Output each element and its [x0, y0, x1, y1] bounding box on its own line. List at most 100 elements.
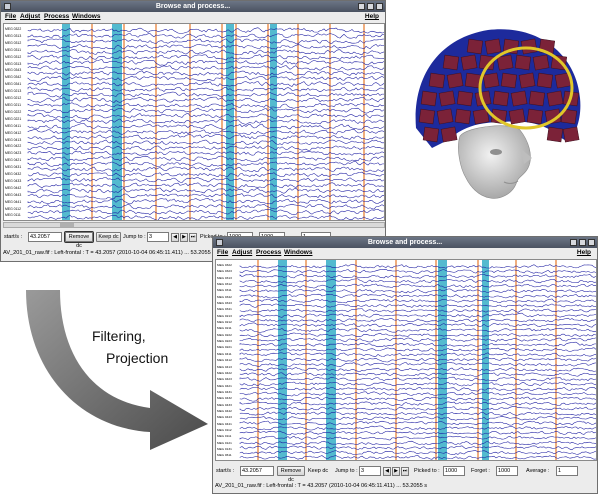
channel-label: MEG 0422	[217, 370, 232, 375]
menu-adjust[interactable]: Adjust	[232, 249, 253, 256]
jump-end-button[interactable]: ⏭	[189, 233, 197, 242]
minimize-button[interactable]	[358, 3, 365, 10]
channel-trace	[27, 139, 384, 146]
sensor-tile	[456, 90, 474, 107]
channel-trace	[27, 182, 384, 189]
close-button[interactable]	[588, 239, 595, 246]
sensor-tile	[492, 90, 510, 107]
sensor-tile	[562, 126, 580, 143]
meg-trace-plot[interactable]: MEG 0322 MEG 0313 MEG 0312 MEG 0311 MEG 0312…	[3, 23, 385, 221]
minimize-button[interactable]	[570, 239, 577, 246]
window-buttons	[570, 239, 595, 246]
start-field[interactable]: 43.2057	[240, 466, 274, 476]
menu-help[interactable]: Help	[576, 249, 591, 256]
channel-label: MEG 0431	[217, 389, 232, 394]
menu-file[interactable]: File	[5, 13, 17, 20]
remove-dc-button[interactable]: Remove dc	[277, 466, 305, 483]
sensor-tile	[442, 54, 460, 71]
close-button[interactable]	[376, 3, 383, 10]
channel-trace	[239, 347, 596, 352]
channel-label: MEG 0111	[217, 434, 232, 439]
trace-canvas[interactable]	[216, 260, 597, 461]
menu-process[interactable]: Process	[44, 13, 70, 20]
channel-trace	[239, 450, 596, 455]
channel-trace	[239, 435, 596, 441]
channel-trace	[27, 91, 384, 98]
channel-trace	[27, 176, 384, 183]
average-field[interactable]: 1	[556, 466, 578, 476]
channel-trace	[239, 405, 596, 412]
meg-trace-plot[interactable]: MEG 0322 MEG 0323 MEG 0313 MEG 0312 MEG 0311…	[215, 259, 597, 461]
channel-trace	[239, 367, 596, 372]
channel-label: MEG 0312	[5, 54, 22, 59]
channel-trace	[239, 332, 596, 337]
selection-band	[438, 260, 447, 460]
picked-field[interactable]: 1000	[443, 466, 465, 476]
keep-dc-label[interactable]: Keep dc	[308, 468, 329, 474]
channel-label: MEG 0342	[217, 294, 232, 299]
step-back-button[interactable]: ◀	[171, 233, 179, 242]
channel-trace	[239, 303, 596, 308]
window-title: Browse and process...	[367, 239, 443, 246]
channel-trace	[239, 372, 596, 377]
channel-label: MEG 0343	[217, 301, 232, 306]
channel-label: MEG 0131	[217, 446, 232, 451]
menu-process[interactable]: Process	[256, 249, 282, 256]
menu-windows[interactable]: Windows	[72, 13, 101, 20]
channel-trace	[239, 327, 596, 333]
channel-label: MEG 0412	[5, 130, 22, 135]
forget-field[interactable]: 1000	[496, 466, 518, 476]
sensor-tile	[418, 108, 436, 125]
window-title: Browse and process...	[155, 3, 231, 10]
channel-label: MEG 0311	[5, 47, 21, 52]
horizontal-scrollbar[interactable]	[3, 222, 385, 228]
sensor-tile	[472, 108, 490, 125]
maximize-button[interactable]	[367, 3, 374, 10]
channel-label: MEG 0211	[217, 326, 232, 331]
channel-label: MEG 0322	[217, 263, 232, 267]
channel-label: MEG 0312	[217, 282, 232, 287]
jump-field[interactable]: 3	[147, 232, 169, 242]
menu-adjust[interactable]: Adjust	[20, 13, 41, 20]
channel-trace	[239, 268, 596, 274]
menu-help[interactable]: Help	[364, 13, 379, 20]
step-forward-button[interactable]: ▶	[180, 233, 188, 242]
maximize-button[interactable]	[579, 239, 586, 246]
process-arrow	[26, 290, 208, 450]
channel-trace	[27, 166, 384, 173]
channel-trace	[28, 107, 384, 114]
channel-trace	[239, 430, 596, 436]
channel-label: MEG 0423	[217, 377, 232, 382]
title-bar: Browse and process...	[1, 1, 385, 12]
channel-label: MEG 0313	[5, 61, 22, 66]
channel-trace	[27, 193, 384, 200]
channel-label: MEG 0313	[217, 275, 232, 280]
menu-file[interactable]: File	[217, 249, 229, 256]
menu-windows[interactable]: Windows	[284, 249, 313, 256]
step-forward-button[interactable]: ▶	[392, 467, 400, 476]
channel-label: MEG 0413	[217, 364, 232, 369]
channel-trace	[27, 49, 384, 56]
status-bar: AV_201_01_raw.fif : Left-frontal : T = 4…	[215, 483, 428, 489]
keep-dc-button[interactable]: Keep dc	[96, 232, 121, 242]
sensor-tile	[526, 108, 544, 125]
sensor-tile	[482, 72, 500, 89]
channel-label: MEG 0211	[5, 102, 21, 107]
selection-band	[278, 260, 287, 460]
scrollbar-thumb[interactable]	[60, 223, 74, 227]
channel-trace	[27, 43, 384, 50]
channel-trace	[27, 70, 384, 77]
trace-canvas[interactable]	[4, 24, 385, 221]
step-back-button[interactable]: ◀	[383, 467, 391, 476]
jump-end-button[interactable]: ⏭	[401, 467, 409, 476]
start-field[interactable]: 43.2057	[28, 232, 62, 242]
channel-label: MEG 0423	[5, 151, 22, 156]
channel-label: MEG 0611	[217, 453, 232, 458]
remove-dc-button[interactable]: Remove dc	[64, 231, 94, 249]
channel-label: MEG 0121	[217, 440, 232, 445]
jump-field[interactable]: 3	[359, 466, 381, 476]
channel-trace	[239, 420, 596, 426]
channel-trace	[239, 308, 596, 313]
channel-trace	[27, 145, 384, 151]
channel-label: MEG 0312	[5, 40, 22, 45]
